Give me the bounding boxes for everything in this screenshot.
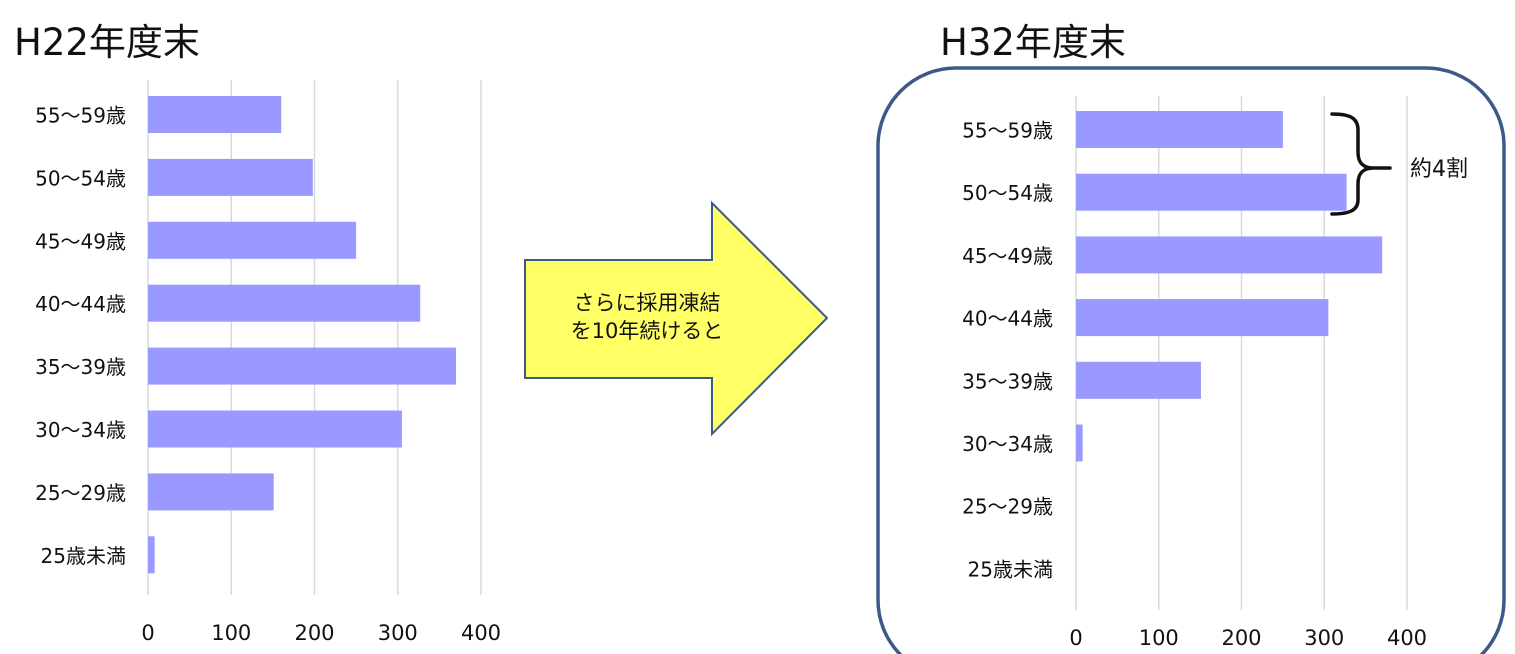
- grid-lines-h22: [147, 80, 482, 595]
- bars-h22: [148, 96, 457, 574]
- arrow-shape: さらに採用凍結 を10年続けると: [524, 200, 829, 437]
- bar-h22: [148, 158, 313, 196]
- bar-h32: [1076, 236, 1383, 274]
- annotation-label: 約4割: [1410, 157, 1468, 182]
- bar-h32: [1076, 299, 1329, 337]
- bar-h32: [1076, 361, 1201, 399]
- category-label-h32: 50〜54歳: [962, 181, 1053, 205]
- arrow-text-line1: さらに採用凍結: [574, 291, 721, 315]
- category-label-h32: 30〜34歳: [962, 432, 1053, 456]
- right-arrow-icon: [524, 200, 829, 437]
- category-label-h22: 25〜29歳: [35, 481, 126, 505]
- bar-h32: [1076, 424, 1083, 462]
- bar-h22: [148, 473, 274, 511]
- category-label-h22: 55〜59歳: [35, 104, 126, 128]
- x-tick-labels-h32: 0 100 200 300 400: [1069, 626, 1427, 650]
- bar-h22: [148, 410, 402, 448]
- bar-h22: [148, 536, 155, 574]
- category-label-h32: 55〜59歳: [962, 119, 1053, 143]
- bar-h22: [148, 96, 282, 133]
- category-labels-h22: 55〜59歳 50〜54歳 45〜49歳 40〜44歳 35〜39歳 30〜34歳 25〜2…: [35, 104, 126, 568]
- chart-h22: H22年度末 55〜59歳 50〜54歳 45〜49歳 40〜44歳 35〜39歳 30〜…: [14, 21, 501, 645]
- category-label-h22: 40〜44歳: [35, 292, 126, 316]
- grid-lines-h32: [1075, 96, 1408, 610]
- category-label-h22: 35〜39歳: [35, 355, 126, 379]
- x-tick-label-h22: 200: [294, 621, 334, 645]
- x-tick-label-h22: 400: [461, 621, 501, 645]
- category-label-h32: 40〜44歳: [962, 307, 1053, 331]
- bar-h32: [1076, 173, 1347, 211]
- right-curly-brace-icon: [1330, 112, 1392, 216]
- bar-h22: [148, 284, 421, 322]
- chart-h32: H32年度末 55〜59歳 50〜54歳 45〜49歳 40〜44歳 35〜39歳 30〜…: [876, 21, 1506, 654]
- bars-h32: [1076, 111, 1383, 462]
- arrow-text-line2: を10年続けると: [571, 319, 724, 343]
- x-tick-label-h32: 300: [1304, 626, 1344, 650]
- category-label-h32: 35〜39歳: [962, 369, 1053, 393]
- category-label-h32: 25〜29歳: [962, 495, 1053, 519]
- x-tick-labels-h22: 0 100 200 300 400: [141, 621, 501, 645]
- x-tick-label-h32: 0: [1069, 626, 1082, 650]
- chart-title-h32: H32年度末: [940, 21, 1126, 64]
- x-tick-label-h22: 0: [141, 621, 154, 645]
- x-tick-label-h22: 100: [211, 621, 251, 645]
- bar-h22: [148, 221, 357, 259]
- x-tick-label-h32: 100: [1139, 626, 1179, 650]
- x-tick-label-h22: 300: [378, 621, 418, 645]
- category-label-h32: 45〜49歳: [962, 244, 1053, 268]
- bracket-annotation: 約4割: [1330, 112, 1468, 216]
- chart-title-h22: H22年度末: [14, 21, 200, 64]
- category-label-h32: 25歳未満: [968, 557, 1053, 581]
- category-label-h22: 45〜49歳: [35, 229, 126, 253]
- x-tick-label-h32: 200: [1221, 626, 1261, 650]
- rounded-frame: [876, 66, 1506, 654]
- bar-h32: [1076, 111, 1283, 148]
- category-labels-h32: 55〜59歳 50〜54歳 45〜49歳 40〜44歳 35〜39歳 30〜34歳 25〜2…: [962, 119, 1053, 582]
- x-tick-label-h32: 400: [1387, 626, 1427, 650]
- category-label-h22: 30〜34歳: [35, 418, 126, 442]
- category-label-h22: 50〜54歳: [35, 166, 126, 190]
- bar-h22: [148, 347, 457, 385]
- category-label-h22: 25歳未満: [41, 544, 126, 568]
